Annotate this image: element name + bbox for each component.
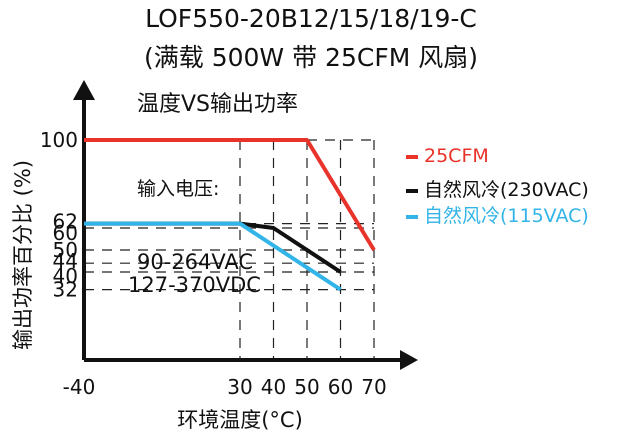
series-line-0 [84, 138, 376, 252]
legend-label-2: 自然风冷(115VAC) [424, 205, 589, 227]
chart-title: 温度VS输出功率 [137, 92, 298, 117]
y-axis-arrow [73, 80, 95, 100]
y-tick-label-44: 44 [53, 249, 78, 273]
y-tick-label-40: 40 [53, 264, 78, 288]
annotation-input-label: 输入电压: [137, 178, 219, 200]
y-tick-label-50: 50 [53, 238, 78, 262]
annotation-vac-range: 90-264VAC [137, 250, 253, 274]
annotation-vdc-range: 127-370VDC [128, 273, 261, 297]
x-tick-label--40: -40 [63, 375, 96, 399]
x-tick-label-50: 50 [294, 375, 319, 399]
y-tick-label-100: 100 [40, 128, 78, 152]
x-axis-arrow [400, 350, 418, 370]
legend-label-1: 自然风冷(230VAC) [424, 179, 589, 201]
title-line-1: LOF550-20B12/15/18/19-C [145, 4, 477, 33]
x-tick-label-40: 40 [261, 375, 286, 399]
title-line-2: (满载 500W 带 25CFM 风扇) [144, 43, 478, 72]
y-tick-label-62: 62 [53, 210, 78, 234]
y-tick-label-32: 32 [53, 278, 78, 302]
x-tick-label-60: 60 [328, 375, 353, 399]
x-axis-title: 环境温度(°C) [177, 408, 303, 432]
legend-swatch-2 [406, 215, 418, 219]
x-tick-label-70: 70 [361, 375, 386, 399]
y-tick-label-60: 60 [53, 221, 78, 245]
legend-label-0: 25CFM [424, 145, 489, 167]
x-tick-label-30: 30 [227, 375, 252, 399]
series-line-2 [84, 221, 342, 292]
legend-swatch-1 [406, 189, 418, 193]
legend-swatch-0 [406, 155, 418, 159]
y-axis-title: 输出功率百分比 (%) [11, 160, 35, 350]
